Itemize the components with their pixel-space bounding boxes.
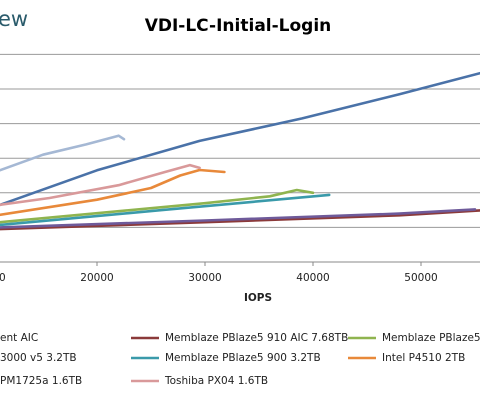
series-line [0,188,315,224]
x-tick-label: 40000 [296,272,329,284]
legend-label: ent AIC [0,332,38,344]
legend-label: Memblaze PBlaze5 900 3.2TB [165,352,321,364]
legend-label: Toshiba PX04 1.6TB [164,375,268,387]
legend-label: PM1725a 1.6TB [0,375,82,387]
series-line [0,208,477,229]
series-line [0,193,331,227]
chart-title: VDI-LC-Initial-Login [145,16,332,36]
x-tick-label: 10000 [0,272,6,284]
series-line [0,134,126,172]
legend-label: Memblaze PBlaze5 [382,332,480,344]
legend-label: 3000 v5 3.2TB [0,352,77,364]
series-line [0,168,226,217]
x-tick-label: 50000 [404,272,437,284]
series-line [0,71,480,207]
x-tick-label: 30000 [188,272,221,284]
brand-logo: ew [0,7,28,31]
legend-label: Intel P4510 2TB [382,352,465,364]
series-line [0,209,480,231]
series-line [0,163,201,207]
x-axis-label: IOPS [244,292,272,304]
x-tick-label: 20000 [80,272,113,284]
legend-label: Memblaze PBlaze5 910 AIC 7.68TB [165,332,348,344]
